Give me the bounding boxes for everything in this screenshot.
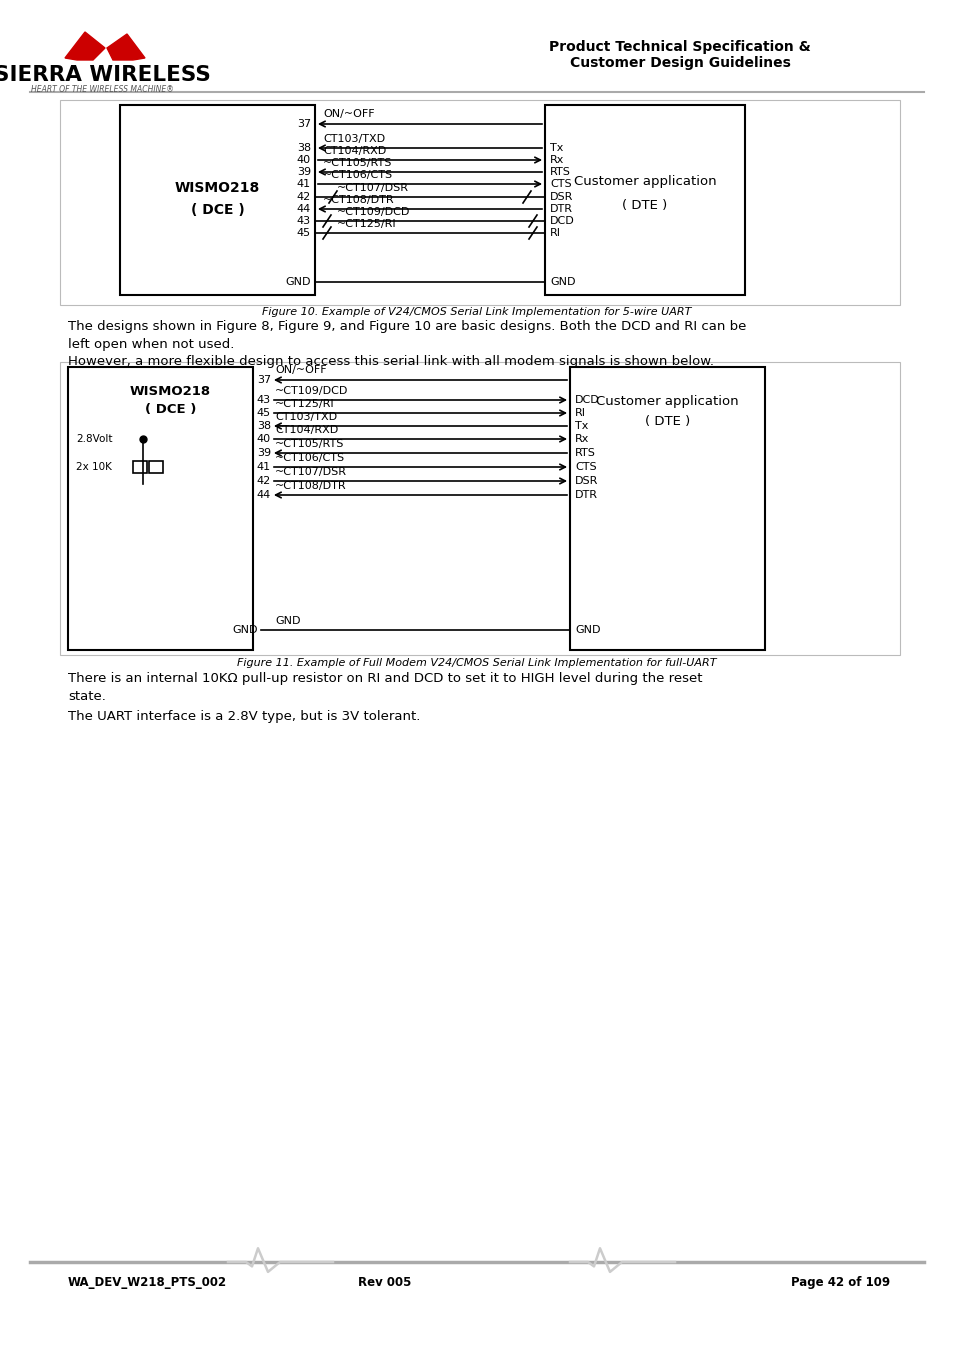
Text: ~CT105/RTS: ~CT105/RTS: [323, 158, 392, 167]
Text: 37: 37: [296, 119, 311, 130]
Text: GND: GND: [575, 625, 599, 634]
Text: 43: 43: [256, 396, 271, 405]
Text: RI: RI: [575, 408, 585, 418]
Text: 44: 44: [256, 490, 271, 500]
Text: Rx: Rx: [575, 433, 589, 444]
Bar: [60, 362, 899, 655]
Text: Figure 10. Example of V24/CMOS Serial Link Implementation for 5-wire UART: Figure 10. Example of V24/CMOS Serial Li…: [262, 306, 691, 317]
Text: 45: 45: [256, 408, 271, 418]
Text: ~CT107/DSR: ~CT107/DSR: [336, 184, 409, 193]
Bar: [544, 105, 744, 296]
Text: ~CT106/CTS: ~CT106/CTS: [274, 454, 345, 463]
Text: CT104/RXD: CT104/RXD: [274, 425, 338, 435]
Text: 37: 37: [256, 375, 271, 385]
Text: GND: GND: [274, 616, 300, 626]
Text: RTS: RTS: [550, 167, 570, 177]
Text: CT103/TXD: CT103/TXD: [323, 134, 385, 144]
Text: Product Technical Specification &
Customer Design Guidelines: Product Technical Specification & Custom…: [549, 40, 810, 70]
Text: ~CT125/RI: ~CT125/RI: [274, 400, 335, 409]
Text: ~CT125/RI: ~CT125/RI: [336, 219, 396, 230]
Text: 39: 39: [256, 448, 271, 458]
Text: WA_DEV_W218_PTS_002: WA_DEV_W218_PTS_002: [68, 1276, 227, 1289]
Text: Tx: Tx: [575, 421, 588, 431]
Bar: [132, 460, 147, 472]
Text: ( DCE ): ( DCE ): [145, 404, 196, 416]
Text: Customer application: Customer application: [573, 176, 716, 189]
Text: The designs shown in Figure 8, Figure 9, and Figure 10 are basic designs. Both t: The designs shown in Figure 8, Figure 9,…: [68, 320, 745, 351]
Text: GND: GND: [233, 625, 257, 634]
Text: 42: 42: [296, 192, 311, 202]
Text: 2x 10K: 2x 10K: [76, 462, 112, 472]
Text: WISMO218: WISMO218: [130, 385, 211, 398]
Text: ~CT108/DTR: ~CT108/DTR: [274, 481, 346, 491]
Text: WISMO218: WISMO218: [174, 181, 260, 194]
Bar: [120, 105, 314, 296]
Text: 40: 40: [296, 155, 311, 165]
Text: CT103/TXD: CT103/TXD: [274, 412, 336, 423]
Bar: [149, 460, 163, 472]
Text: ~CT105/RTS: ~CT105/RTS: [274, 439, 344, 450]
Bar: [60, 100, 899, 305]
Text: DSR: DSR: [550, 192, 573, 202]
Text: DTR: DTR: [550, 204, 573, 215]
Text: ~CT106/CTS: ~CT106/CTS: [323, 170, 393, 180]
Text: Rev 005: Rev 005: [357, 1276, 411, 1289]
Text: CTS: CTS: [575, 462, 596, 472]
Text: CTS: CTS: [550, 180, 571, 189]
Text: 39: 39: [296, 167, 311, 177]
Text: 45: 45: [296, 228, 311, 238]
Text: 40: 40: [256, 433, 271, 444]
Polygon shape: [65, 32, 105, 59]
Text: DTR: DTR: [575, 490, 598, 500]
Text: ~CT109/DCD: ~CT109/DCD: [274, 386, 348, 396]
Polygon shape: [107, 34, 145, 59]
Text: GND: GND: [550, 277, 575, 288]
Text: CT104/RXD: CT104/RXD: [323, 146, 386, 157]
Text: However, a more flexible design to access this serial link with all modem signal: However, a more flexible design to acces…: [68, 355, 713, 369]
Text: RI: RI: [550, 228, 560, 238]
Text: RTS: RTS: [575, 448, 596, 458]
Text: ~CT108/DTR: ~CT108/DTR: [323, 194, 395, 205]
Text: ( DTE ): ( DTE ): [644, 416, 689, 428]
Text: HEART OF THE WIRELESS MACHINE®: HEART OF THE WIRELESS MACHINE®: [30, 85, 173, 94]
Text: ON/~OFF: ON/~OFF: [274, 364, 326, 375]
Text: 38: 38: [256, 421, 271, 431]
Text: DCD: DCD: [575, 396, 599, 405]
Text: Figure 11. Example of Full Modem V24/CMOS Serial Link Implementation for full-UA: Figure 11. Example of Full Modem V24/CMO…: [237, 657, 716, 668]
Text: Customer application: Customer application: [596, 396, 738, 409]
Text: SIERRA WIRELESS: SIERRA WIRELESS: [0, 65, 211, 85]
Text: Page 42 of 109: Page 42 of 109: [790, 1276, 889, 1289]
Text: 43: 43: [296, 216, 311, 225]
Text: ~CT107/DSR: ~CT107/DSR: [274, 467, 347, 477]
Text: ( DTE ): ( DTE ): [621, 198, 667, 212]
Text: 2.8Volt: 2.8Volt: [76, 433, 112, 444]
Text: Tx: Tx: [550, 143, 563, 153]
Text: ON/~OFF: ON/~OFF: [323, 109, 375, 119]
Bar: [569, 367, 764, 649]
Text: 38: 38: [296, 143, 311, 153]
Bar: [68, 367, 253, 649]
Text: There is an internal 10KΩ pull-up resistor on RI and DCD to set it to HIGH level: There is an internal 10KΩ pull-up resist…: [68, 672, 701, 703]
Text: GND: GND: [285, 277, 311, 288]
Text: 42: 42: [256, 477, 271, 486]
Text: DCD: DCD: [550, 216, 574, 225]
Text: 41: 41: [296, 180, 311, 189]
Text: 41: 41: [256, 462, 271, 472]
Text: Rx: Rx: [550, 155, 564, 165]
Text: 44: 44: [296, 204, 311, 215]
Text: DSR: DSR: [575, 477, 598, 486]
Text: The UART interface is a 2.8V type, but is 3V tolerant.: The UART interface is a 2.8V type, but i…: [68, 710, 420, 724]
Text: ~CT109/DCD: ~CT109/DCD: [336, 207, 410, 217]
Text: ( DCE ): ( DCE ): [191, 202, 244, 217]
